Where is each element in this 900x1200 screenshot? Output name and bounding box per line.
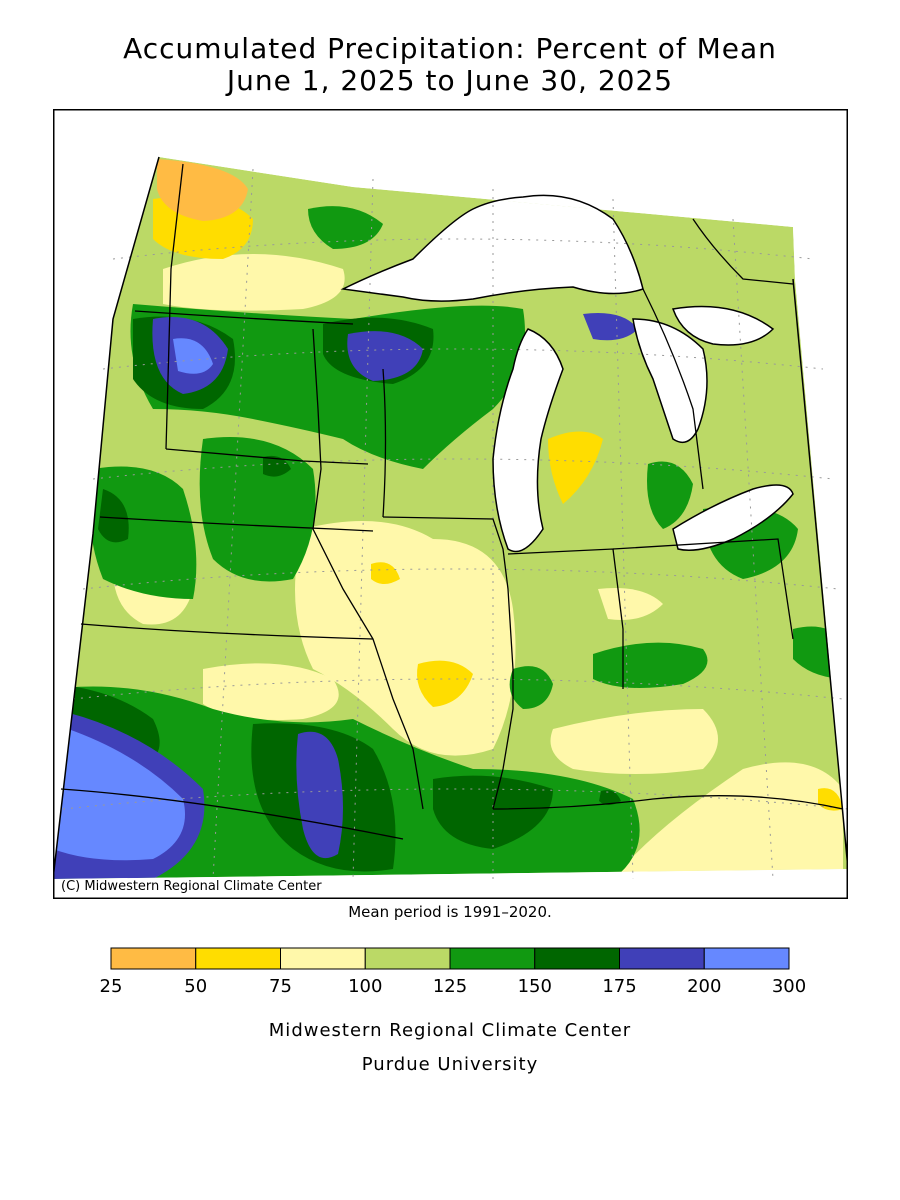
georgian-bay-region	[673, 306, 773, 345]
lake-erie	[673, 485, 793, 551]
outside-mask	[53, 109, 848, 899]
legend-swatch	[703, 947, 790, 970]
field-125-150-lake-superior	[308, 206, 383, 249]
legend-swatch	[110, 947, 197, 970]
field-75-100-indiana	[598, 588, 663, 620]
coastlines	[53, 156, 848, 880]
color-legend: 25 50 75 100 125 150 175 200 300	[100, 947, 806, 997]
field-75-100-kansas	[203, 663, 339, 720]
field-75-100-north	[163, 254, 345, 311]
legend-tick-label: 175	[602, 976, 636, 997]
legend-tick-label: 300	[772, 976, 806, 997]
state-boundaries	[60, 163, 844, 840]
precipitation-map: (C) Midwestern Regional Climate Center	[53, 109, 848, 899]
legend-swatch	[280, 947, 366, 970]
legend-tick-label: 150	[518, 976, 552, 997]
field-75-100-illinois	[295, 521, 516, 756]
lake-michigan	[493, 329, 563, 552]
field-125-150-ohio-spot	[593, 642, 708, 688]
legend-tick-label: 100	[348, 976, 382, 997]
legend-swatch	[449, 947, 536, 970]
map-date-range: June 1, 2025 to June 30, 2025	[226, 64, 674, 97]
legend-swatch	[619, 947, 705, 970]
field-75-100-kentucky	[550, 709, 718, 774]
field-175-200-wisconsin	[347, 331, 423, 381]
legend-swatch	[364, 947, 451, 970]
field-125-150-indiana-spot	[509, 666, 553, 709]
graticule	[62, 168, 848, 880]
legend-tick-label: 200	[687, 976, 721, 997]
field-150-175-kentucky-spot	[599, 790, 621, 805]
legend-swatch	[534, 947, 620, 970]
legend-tick-label: 125	[433, 976, 467, 997]
map-title: Accumulated Precipitation: Percent of Me…	[123, 32, 777, 65]
copyright-label: (C) Midwestern Regional Climate Center	[58, 879, 325, 895]
field-150-175-minnesota-spot	[263, 455, 291, 477]
field-25-50-north-dakota	[157, 159, 248, 221]
legend-tick-label: 75	[269, 976, 292, 997]
field-150-175-dakota-spot	[98, 489, 129, 543]
map-frame	[53, 109, 848, 899]
field-150-175-river	[433, 775, 553, 849]
legend-tick-label: 25	[100, 976, 123, 997]
lake-superior	[343, 195, 643, 302]
mean-period-note: Mean period is 1991–2020.	[348, 903, 552, 921]
field-125-150-minnesota	[199, 437, 316, 582]
field-50-75-michigan	[548, 431, 603, 504]
precipitation-fields	[53, 157, 848, 879]
field-75-100-appalachia	[613, 762, 843, 879]
field-200-300-oklahoma	[53, 724, 185, 861]
field-200-300-north-dakota	[173, 338, 213, 374]
field-125-150-michigan	[647, 461, 693, 529]
field-50-75-iowa	[371, 562, 400, 584]
credit-organization: Midwestern Regional Climate Center	[268, 1020, 632, 1041]
field-175-200-michigan-north	[583, 313, 638, 341]
legend-swatch	[195, 947, 281, 970]
credit-university: Purdue University	[361, 1054, 539, 1075]
field-175-200-missouri	[296, 731, 343, 859]
field-50-75-illinois	[417, 660, 473, 707]
legend-tick-label: 50	[184, 976, 207, 997]
lake-huron	[633, 319, 707, 443]
